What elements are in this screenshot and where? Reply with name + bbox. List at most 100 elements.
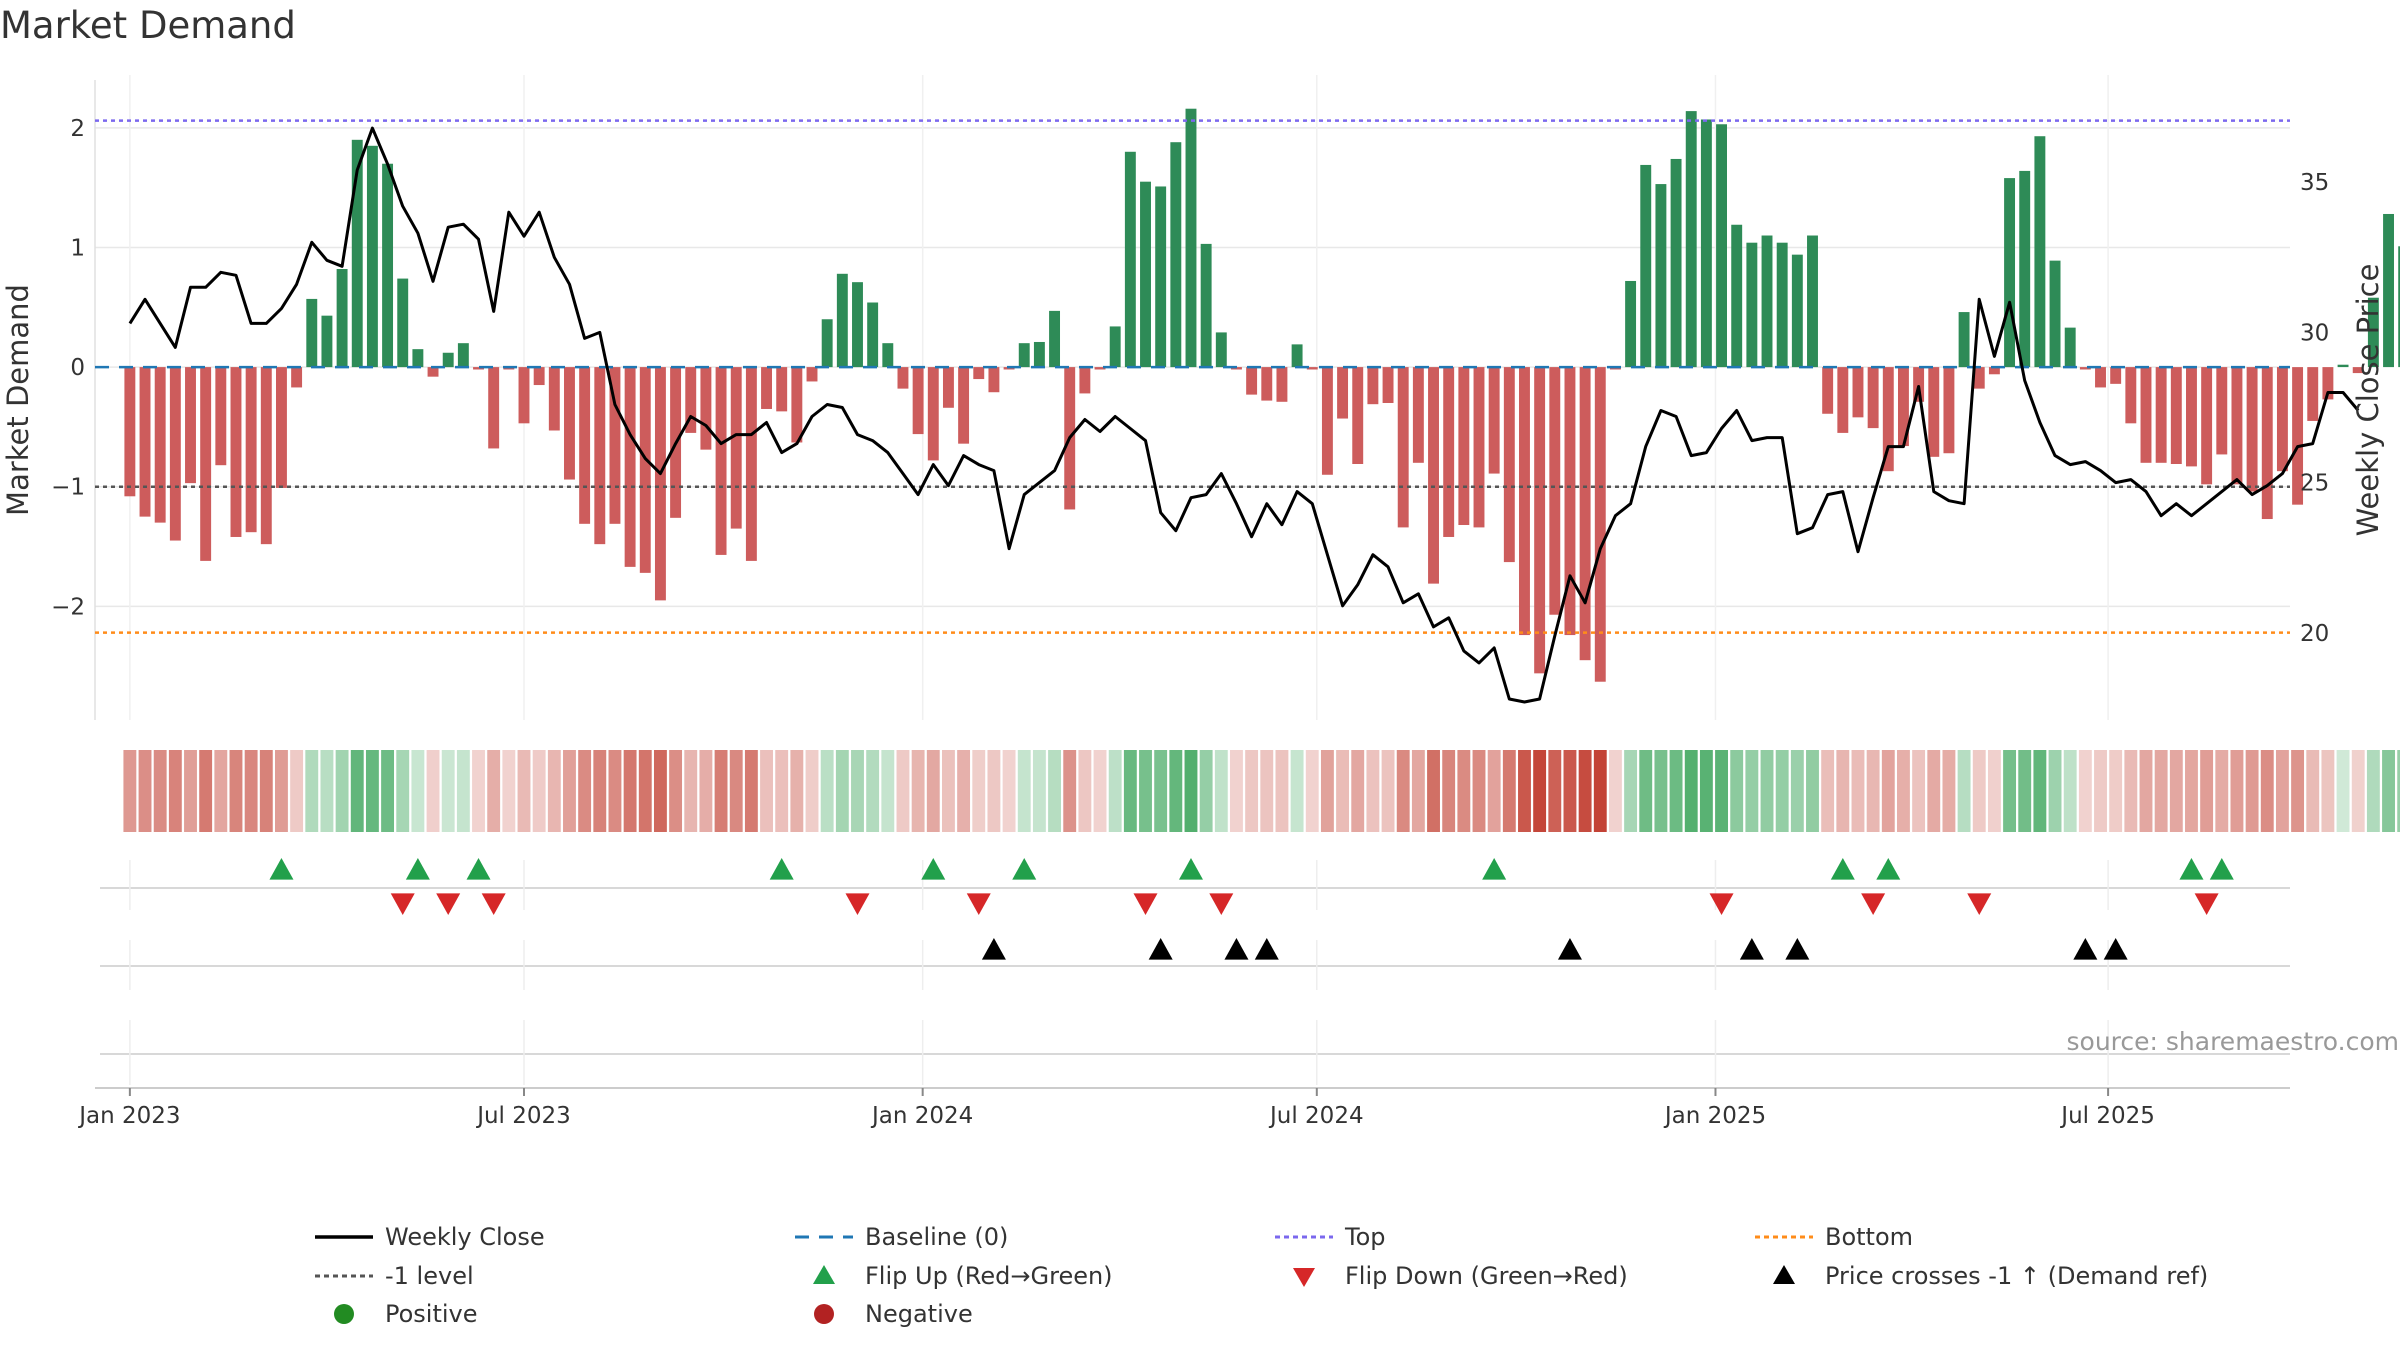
flip-down-marker — [481, 893, 506, 915]
legend-triangle-up-icon — [813, 1265, 835, 1284]
demand-bar — [1913, 367, 1925, 402]
demand-bar — [609, 367, 621, 524]
demand-bar — [897, 367, 909, 389]
demand-bar — [1428, 367, 1439, 584]
demand-bar — [791, 367, 803, 443]
legend-item: Positive — [334, 1300, 478, 1328]
heat-cell — [1442, 750, 1456, 832]
heat-cell — [290, 750, 304, 832]
demand-bar — [1837, 367, 1849, 433]
left-tick-label: 1 — [70, 235, 85, 261]
flip-up-marker — [1876, 858, 1901, 880]
flip-down-marker — [1967, 893, 1992, 915]
right-tick-label: 30 — [2300, 320, 2329, 346]
heat-cell — [2048, 750, 2062, 832]
heat-cell — [1305, 750, 1319, 832]
flip-up-marker — [921, 858, 946, 880]
demand-bar — [1049, 310, 1061, 368]
flip-down-marker — [966, 893, 991, 915]
heat-cell — [1775, 750, 1789, 832]
demand-bar — [715, 367, 727, 555]
heat-cell — [2306, 750, 2320, 832]
heat-cell — [1139, 750, 1152, 832]
x-tick-label: Jul 2024 — [1268, 1103, 1364, 1129]
heat-cell — [320, 750, 334, 832]
heat-cell — [2382, 750, 2395, 832]
demand-bar — [836, 273, 848, 368]
demand-bar — [518, 367, 530, 424]
demand-bar — [1655, 184, 1667, 368]
demand-bar — [1352, 367, 1364, 464]
heat-cell — [1593, 750, 1607, 832]
heat-cell — [184, 750, 197, 832]
heat-cell — [1290, 750, 1304, 832]
heat-cell — [1957, 750, 1971, 832]
heat-cell — [517, 750, 531, 832]
demand-bar — [927, 367, 939, 461]
heat-cell — [1230, 750, 1243, 832]
flip-up-marker — [269, 858, 294, 880]
demand-bar — [685, 367, 697, 433]
heat-cell — [1260, 750, 1274, 832]
demand-bar — [1382, 367, 1394, 403]
heat-cell — [335, 750, 349, 832]
left-axis-ticks: 2 1 0 −1 −2 — [51, 116, 85, 621]
heat-cell — [365, 750, 379, 832]
legend-item: Flip Up (Red→Green) — [813, 1262, 1113, 1290]
heat-cell — [623, 750, 637, 832]
heat-cell — [411, 750, 425, 832]
demand-bar — [912, 367, 924, 435]
heat-cell — [123, 750, 137, 832]
demand-bar — [1306, 367, 1318, 370]
heat-cell — [653, 750, 667, 832]
demand-bar — [2398, 246, 2400, 368]
heat-cell — [1275, 750, 1289, 832]
demand-bar — [1185, 108, 1197, 368]
x-tick-label: Jan 2023 — [77, 1103, 180, 1129]
heat-cell — [1806, 750, 1819, 832]
heat-cell — [957, 750, 971, 832]
demand-bar — [2125, 367, 2137, 424]
demand-bar — [1337, 367, 1349, 419]
heat-cell — [1790, 750, 1804, 832]
demand-bar — [139, 367, 151, 517]
demand-bar — [1852, 367, 1864, 418]
heat-cell — [1320, 750, 1334, 832]
demand-bar — [2064, 327, 2076, 368]
flip-down-marker — [2194, 893, 2219, 915]
heat-cell — [547, 750, 561, 832]
heat-cell — [2018, 750, 2032, 832]
heat-cell — [1578, 750, 1592, 832]
heat-cell — [775, 750, 789, 832]
left-tick-label: −1 — [51, 475, 85, 501]
demand-bar — [958, 367, 970, 444]
heat-cell — [472, 750, 485, 832]
demand-bar — [1519, 367, 1530, 636]
demand-bar — [1973, 367, 1985, 389]
demand-bar — [988, 367, 1000, 393]
demand-bar — [2307, 367, 2319, 421]
demand-bars — [124, 108, 2400, 682]
demand-bar — [1443, 367, 1455, 537]
demand-bar — [1807, 235, 1818, 368]
flip-markers-panel — [100, 858, 2290, 915]
price-cross-marker — [2103, 938, 2128, 960]
demand-bar — [336, 269, 348, 368]
demand-bar — [1685, 111, 1697, 368]
chart-title: Market Demand — [0, 4, 296, 47]
demand-bar — [1549, 367, 1561, 615]
demand-bar — [806, 367, 818, 382]
price-cross-marker — [2073, 938, 2098, 960]
legend: Weekly Close Baseline (0) Top Bottom -1 leve… — [315, 1223, 2208, 1328]
heat-cell — [1866, 750, 1880, 832]
source-label: source: sharemaestro.com — [2067, 1027, 2400, 1056]
demand-bar — [700, 367, 712, 450]
legend-label: Baseline (0) — [865, 1223, 1008, 1251]
demand-bar — [579, 367, 591, 524]
heat-cell — [714, 750, 728, 832]
demand-bar — [215, 367, 227, 466]
price-cross-marker — [1254, 938, 1279, 960]
heat-cell — [441, 750, 455, 832]
heat-cell — [153, 750, 167, 832]
left-axis-label: Market Demand — [1, 284, 35, 516]
